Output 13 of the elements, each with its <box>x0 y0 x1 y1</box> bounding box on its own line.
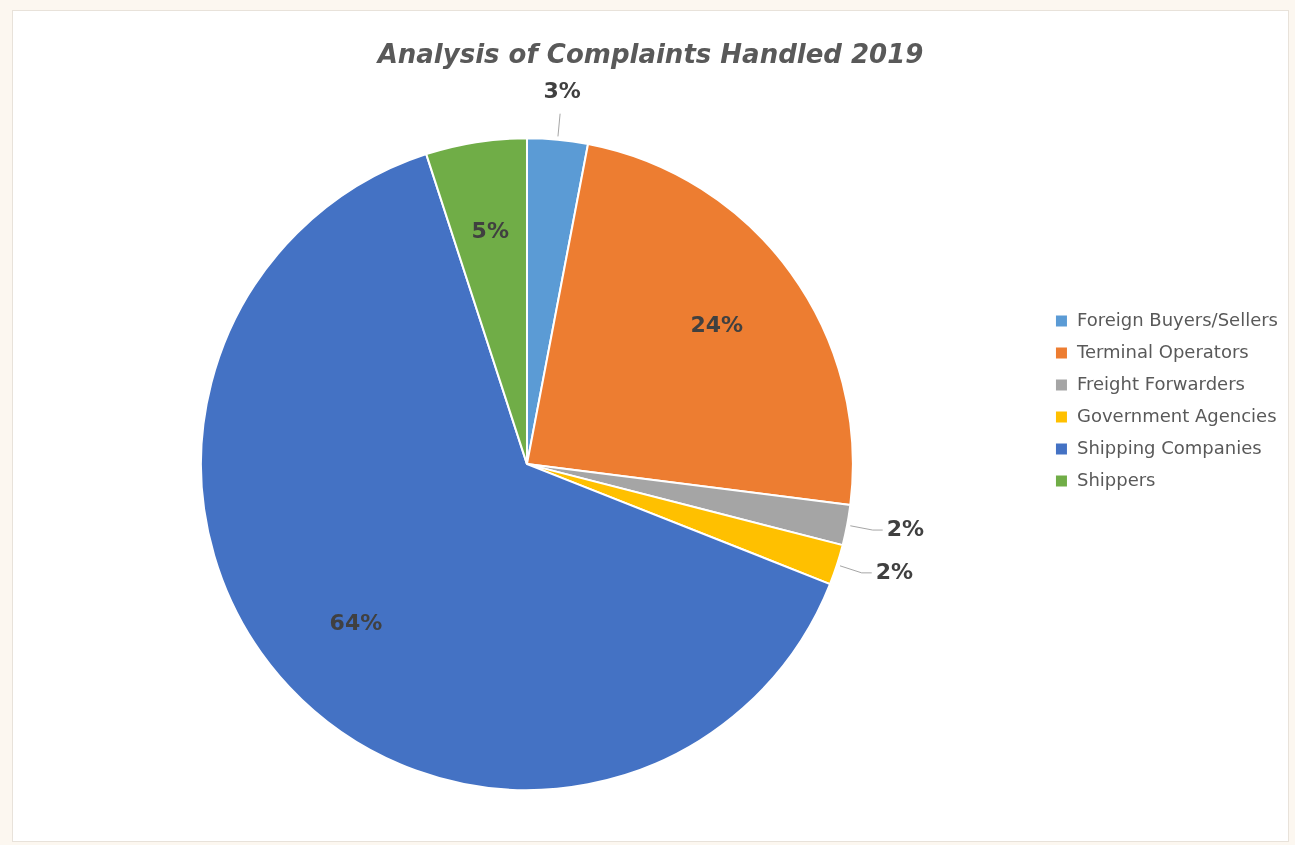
data-label: 64% <box>329 610 383 636</box>
data-label: 5% <box>471 218 509 244</box>
data-label: 24% <box>690 311 744 337</box>
legend-label: Government Agencies <box>1076 404 1277 426</box>
data-label: 2% <box>886 515 925 541</box>
legend-label: Terminal Operators <box>1075 340 1249 362</box>
legend-label: Shipping Companies <box>1076 436 1262 458</box>
legend-label: Freight Forwarders <box>1076 372 1245 394</box>
legend-label: Shippers <box>1076 468 1156 490</box>
data-label: 3% <box>543 77 581 103</box>
data-label: 2% <box>875 558 914 584</box>
chart-title: Analysis of Complaints Handled 2019 <box>375 39 924 70</box>
legend-label: Foreign Buyers/Sellers <box>1076 308 1279 330</box>
